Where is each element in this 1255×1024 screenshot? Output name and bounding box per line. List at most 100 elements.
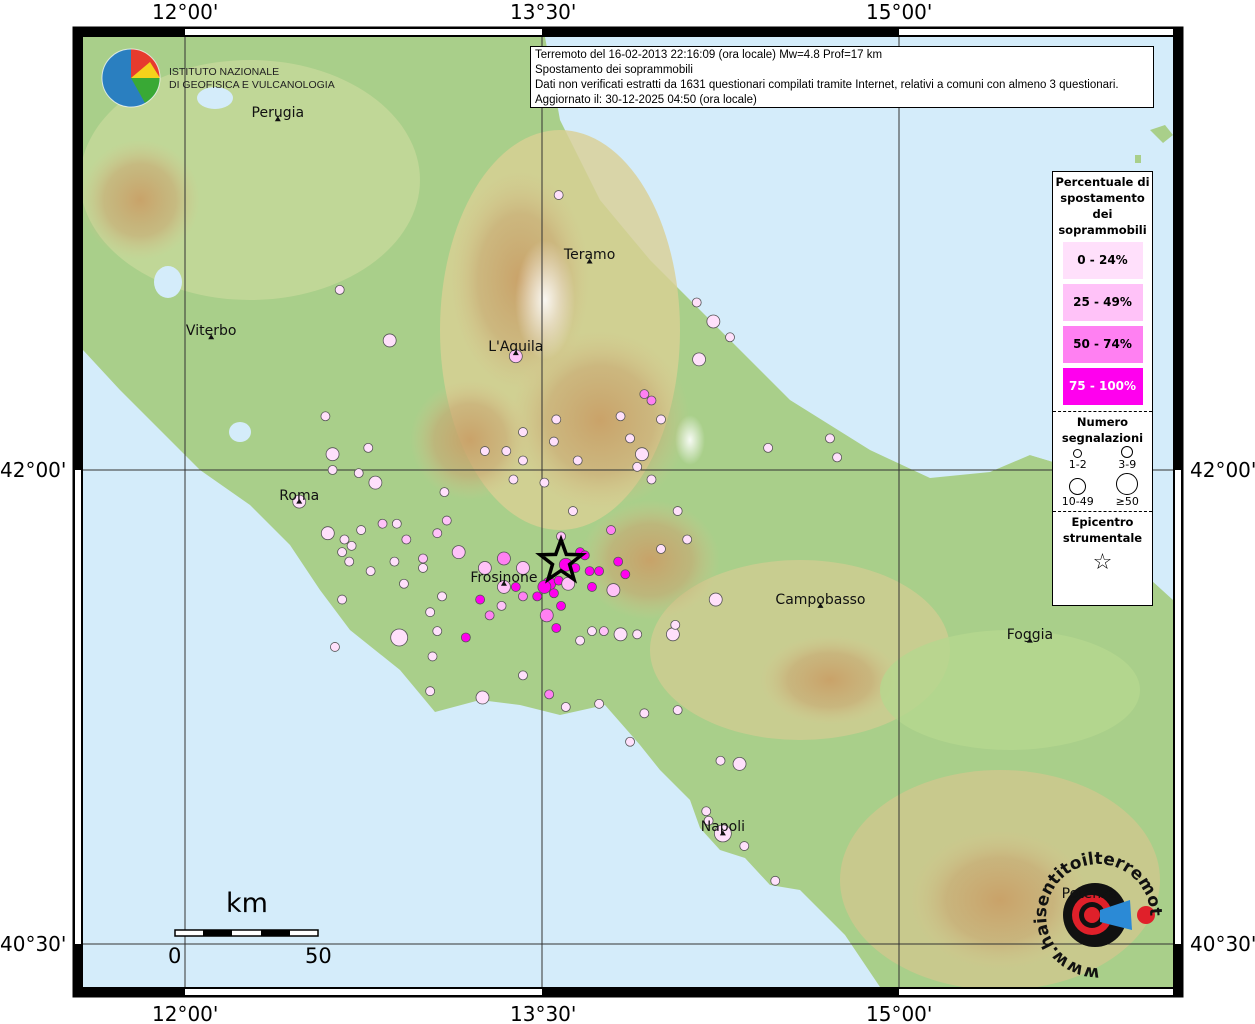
observation-point[interactable]	[432, 626, 443, 637]
observation-point[interactable]	[613, 627, 628, 642]
observation-point[interactable]	[606, 583, 621, 597]
observation-point[interactable]	[725, 332, 735, 343]
observation-point[interactable]	[368, 475, 383, 490]
observation-point[interactable]	[594, 566, 605, 577]
observation-point[interactable]	[646, 395, 657, 406]
observation-point[interactable]	[537, 580, 552, 594]
observation-point[interactable]	[672, 705, 683, 716]
observation-point[interactable]	[539, 608, 554, 623]
observation-point[interactable]	[356, 525, 367, 535]
observation-point[interactable]	[477, 561, 492, 575]
observation-point[interactable]	[320, 411, 331, 422]
observation-point[interactable]	[320, 526, 335, 541]
observation-point[interactable]	[832, 452, 843, 463]
observation-point[interactable]	[632, 461, 643, 472]
observation-point[interactable]	[572, 455, 583, 466]
observation-point[interactable]	[460, 632, 471, 643]
observation-point[interactable]	[553, 190, 564, 200]
observation-point[interactable]	[606, 525, 616, 535]
observation-point[interactable]	[708, 592, 723, 607]
observation-point[interactable]	[346, 540, 357, 551]
observation-point[interactable]	[497, 580, 511, 594]
observation-point[interactable]	[703, 815, 714, 826]
observation-point[interactable]	[770, 875, 781, 886]
observation-point[interactable]	[635, 447, 649, 462]
observation-point[interactable]	[439, 487, 450, 498]
observation-point[interactable]	[425, 607, 436, 618]
observation-point[interactable]	[715, 755, 726, 766]
observation-point[interactable]	[451, 545, 466, 560]
observation-point[interactable]	[620, 569, 631, 580]
observation-point[interactable]	[363, 442, 374, 453]
observation-point[interactable]	[666, 627, 680, 642]
observation-point[interactable]	[365, 566, 376, 577]
observation-point[interactable]	[656, 414, 666, 425]
observation-point[interactable]	[568, 506, 578, 516]
observation-point[interactable]	[418, 563, 428, 573]
observation-point[interactable]	[399, 578, 409, 589]
observation-point[interactable]	[763, 442, 773, 453]
observation-point[interactable]	[691, 297, 702, 308]
observation-point[interactable]	[325, 447, 340, 462]
observation-point[interactable]	[551, 623, 562, 633]
observation-point[interactable]	[516, 561, 530, 575]
observation-point[interactable]	[390, 628, 409, 647]
observation-point[interactable]	[382, 333, 397, 348]
observation-point[interactable]	[532, 591, 543, 602]
observation-point[interactable]	[337, 547, 347, 558]
observation-point[interactable]	[497, 551, 511, 566]
observation-point[interactable]	[739, 841, 750, 851]
observation-point[interactable]	[613, 556, 624, 567]
observation-point[interactable]	[587, 626, 597, 637]
observation-point[interactable]	[560, 702, 571, 712]
observation-point[interactable]	[584, 566, 595, 577]
observation-point[interactable]	[518, 455, 528, 466]
observation-point[interactable]	[701, 806, 712, 817]
observation-point[interactable]	[327, 465, 338, 475]
observation-point[interactable]	[425, 686, 436, 697]
observation-point[interactable]	[377, 518, 388, 529]
observation-point[interactable]	[437, 591, 447, 602]
observation-point[interactable]	[575, 635, 585, 646]
observation-point[interactable]	[625, 433, 635, 444]
observation-point[interactable]	[639, 389, 650, 400]
observation-point[interactable]	[556, 600, 566, 611]
observation-point[interactable]	[418, 553, 428, 564]
observation-point[interactable]	[391, 518, 402, 529]
observation-point[interactable]	[682, 534, 693, 545]
observation-point[interactable]	[475, 594, 486, 605]
observation-point[interactable]	[334, 284, 345, 295]
observation-point[interactable]	[427, 651, 438, 662]
observation-point[interactable]	[330, 642, 340, 652]
observation-point[interactable]	[475, 690, 490, 705]
observation-point[interactable]	[501, 446, 512, 456]
observation-point[interactable]	[337, 594, 347, 605]
observation-point[interactable]	[598, 626, 609, 637]
observation-point[interactable]	[692, 352, 706, 367]
observation-point[interactable]	[706, 314, 721, 329]
observation-point[interactable]	[389, 556, 400, 567]
observation-point[interactable]	[670, 619, 681, 630]
observation-point[interactable]	[401, 534, 412, 545]
observation-point[interactable]	[732, 756, 747, 771]
observation-point[interactable]	[344, 556, 355, 567]
observation-point[interactable]	[539, 477, 550, 488]
observation-point[interactable]	[646, 474, 657, 485]
observation-point[interactable]	[353, 468, 364, 479]
observation-point[interactable]	[518, 591, 528, 602]
observation-point[interactable]	[479, 446, 490, 456]
observation-point[interactable]	[549, 436, 559, 447]
observation-point[interactable]	[518, 427, 528, 437]
observation-point[interactable]	[508, 349, 523, 364]
observation-point[interactable]	[544, 689, 555, 700]
epicenter-star-icon[interactable]	[535, 534, 587, 584]
observation-point[interactable]	[484, 610, 495, 621]
observation-point[interactable]	[339, 534, 350, 545]
observation-point[interactable]	[551, 414, 562, 425]
observation-point[interactable]	[549, 588, 559, 599]
observation-point[interactable]	[496, 600, 507, 611]
observation-point[interactable]	[672, 506, 683, 516]
observation-point[interactable]	[518, 670, 528, 681]
observation-point[interactable]	[825, 433, 835, 444]
observation-point[interactable]	[432, 528, 443, 539]
